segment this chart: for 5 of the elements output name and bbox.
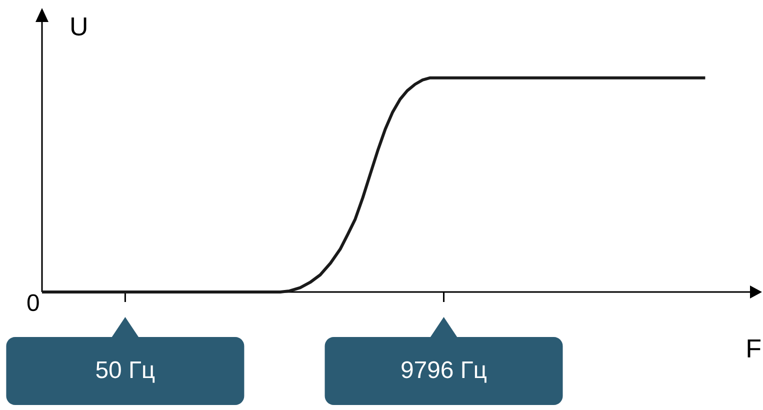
x-axis-title: F	[748, 340, 760, 358]
x-tick-label: 9796 Гц	[402, 361, 486, 383]
x-tick-label: 50 Гц	[96, 361, 155, 383]
y-axis-title: U	[72, 18, 86, 36]
text: 0	[27, 294, 39, 312]
